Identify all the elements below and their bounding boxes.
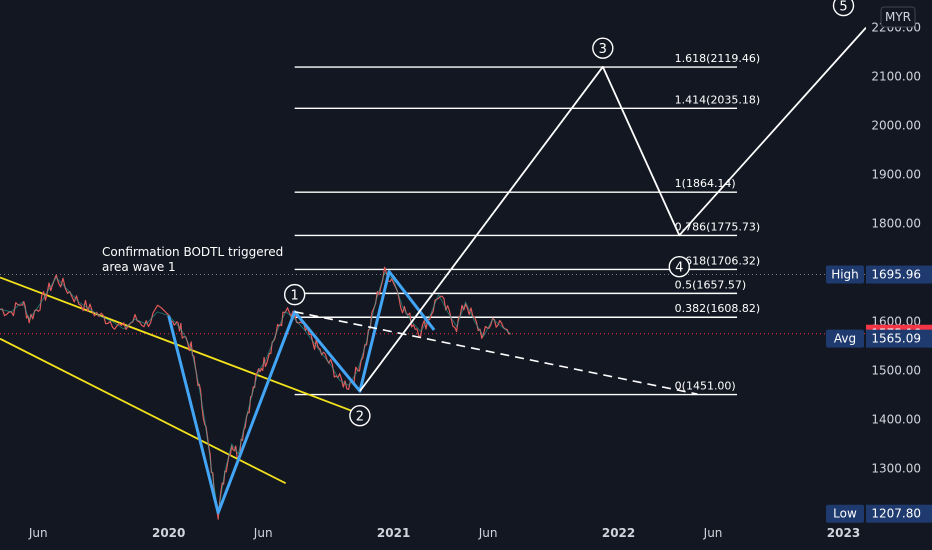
marker-tag-box — [826, 329, 864, 348]
marker-tag-box — [826, 265, 864, 284]
marker-value-text: 1695.96 — [871, 268, 921, 282]
fib-level-label: 0.5(1657.57) — [675, 278, 747, 291]
wave-path[interactable] — [167, 270, 436, 515]
marker-value-box — [866, 329, 932, 348]
marker-value-text: 1565.09 — [871, 332, 921, 346]
channel-upper-line[interactable] — [0, 276, 356, 414]
x-tick-label: Jun — [478, 526, 498, 540]
y-tick-label: 1400.00 — [871, 413, 921, 427]
marker-tag-label: High — [831, 268, 859, 282]
fib-level-label: 0.382(1608.82) — [675, 302, 761, 315]
currency-badge-box — [880, 6, 916, 28]
x-tick-label: 2023 — [827, 526, 860, 540]
wave-label-circle — [832, 0, 855, 17]
x-tick-label: Jun — [703, 526, 723, 540]
price-series — [0, 266, 511, 520]
price-line — [0, 266, 511, 520]
x-tick-label: Jun — [28, 526, 48, 540]
x-tick-label: 2021 — [377, 526, 410, 540]
projection-path[interactable] — [359, 26, 867, 392]
trendline[interactable] — [294, 310, 698, 395]
wave-label-number: 4 — [675, 261, 683, 276]
fib-level-label: 1(1864.14) — [675, 177, 736, 190]
marker-value-text: 1207.80 — [871, 507, 921, 521]
currency-label: MYR — [885, 10, 911, 24]
currency-badge[interactable]: MYR — [880, 6, 916, 28]
fib-level-label: 0.618(1706.32) — [675, 254, 761, 267]
y-tick-label: 1800.00 — [871, 217, 921, 231]
wave-label-number: 2 — [356, 410, 364, 425]
x-tick-label: 2022 — [602, 526, 635, 540]
fib-level-label: 1.618(2119.46) — [675, 52, 761, 65]
x-axis[interactable]: Jun 2020 Jun 2021 Jun 2022 Jun 2023 — [0, 520, 866, 550]
y-tick-label: 2100.00 — [871, 70, 921, 84]
x-axis-background — [0, 520, 866, 550]
wave-label-number: 5 — [839, 0, 847, 15]
fib-level-label: 1.414(2035.18) — [675, 93, 761, 106]
price-line-accent — [0, 271, 511, 513]
annotation-text: Confirmation BODTL triggered area wave 1 — [102, 245, 283, 274]
dashed-trendline[interactable] — [294, 310, 698, 395]
marker-tag-label: Low — [833, 507, 857, 521]
wave-labels: 1 2 3 4 5 — [283, 0, 855, 427]
fib-level-label: 0(1451.00) — [675, 380, 736, 393]
wave-label-circle — [283, 283, 306, 306]
wave-label-number: 3 — [599, 42, 607, 57]
wave-label-number: 1 — [291, 289, 299, 304]
x-tick-label: 2020 — [152, 526, 185, 540]
fibonacci-levels[interactable]: 0(1451.00) 0.382(1608.82) 0.5(1657.57) 0.61… — [294, 52, 761, 396]
y-tick-label: 2000.00 — [871, 119, 921, 133]
marker-tag-label: Avg — [834, 332, 856, 346]
wave-label-circle — [668, 255, 691, 278]
wave-line[interactable] — [167, 270, 436, 515]
annotation-line-1: Confirmation BODTL triggered — [102, 245, 283, 259]
marker-value-box — [866, 265, 932, 284]
fib-level-label: 0.786(1775.73) — [675, 220, 761, 233]
wave-label-circle — [349, 404, 371, 427]
y-tick-label: 1900.00 — [871, 168, 921, 182]
annotation-line-2: area wave 1 — [102, 260, 176, 274]
y-tick-label: 1300.00 — [871, 462, 921, 476]
wave-label-circle — [592, 37, 614, 59]
marker-tag-box — [826, 504, 864, 523]
y-tick-label: 1500.00 — [871, 364, 921, 378]
reference-lines — [0, 274, 866, 335]
x-tick-label: Jun — [253, 526, 273, 540]
projection-line[interactable] — [359, 26, 867, 392]
marker-value-box — [866, 504, 932, 523]
